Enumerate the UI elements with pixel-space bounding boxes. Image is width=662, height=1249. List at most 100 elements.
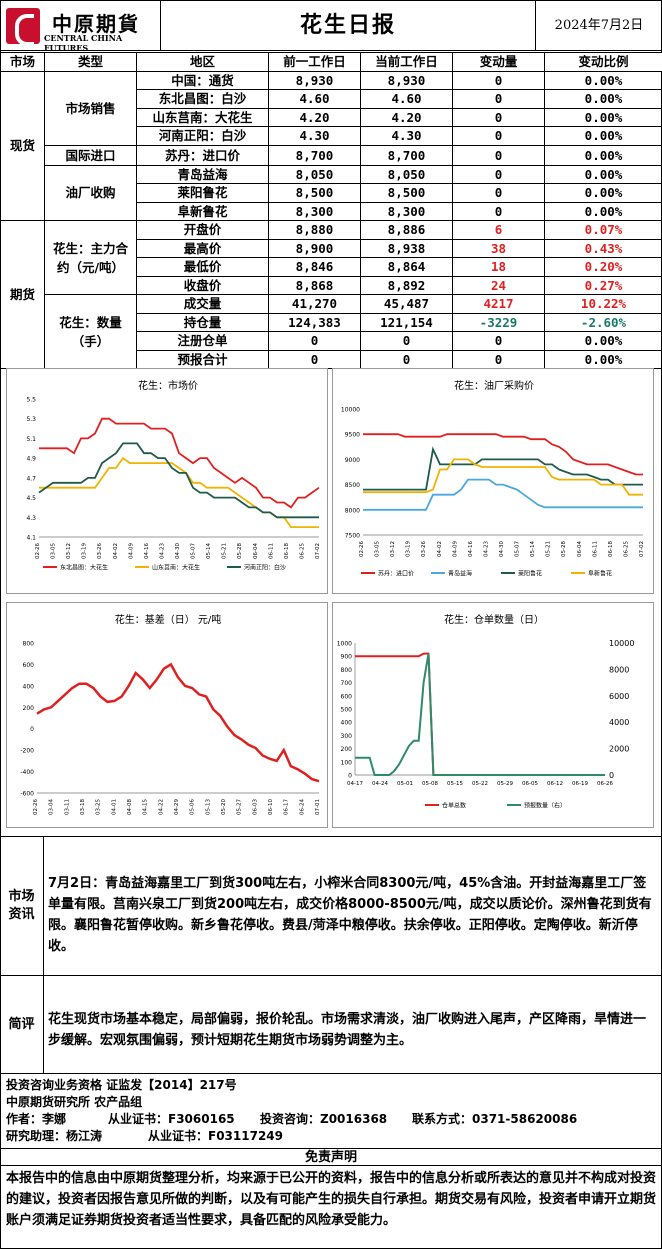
- cell-region: 阜新鲁花: [136, 201, 269, 221]
- x-tick-label: 03-26: [421, 541, 427, 557]
- disclaimer-title: 免责声明: [0, 1148, 662, 1166]
- cell-pct: 10.22%: [544, 294, 662, 314]
- cell-region: 苏丹：进口价: [136, 144, 269, 166]
- cell-chg: 24: [452, 275, 545, 295]
- legend-label: 山东莒南：大花生: [152, 564, 200, 572]
- type-cell: 国际进口: [44, 144, 137, 166]
- x-tick-label: 05-21: [222, 543, 228, 559]
- cell-cur: 8,886: [360, 220, 453, 240]
- comment-text: 花生现货市场基本稳定，局部偏弱，报价轮乱。市场需求清淡，油厂收购进入尾声，产区降…: [48, 1012, 647, 1048]
- x-tick-label: 03-04: [49, 799, 55, 815]
- disclaimer-text: 本报告中的信息由中原期货整理分析，均来源于已公开的资料，报告中的信息分析或所表达…: [6, 1171, 657, 1228]
- y-tick-label: 4.3: [26, 515, 36, 522]
- qualification-line: 投资咨询业务资格 证监发【2014】217号: [6, 1078, 237, 1092]
- cell-prev: 8,050: [268, 164, 361, 184]
- x-tick-label: 03-25: [96, 799, 102, 815]
- x-tick-label: 06-12: [547, 781, 563, 787]
- cell-cur: 8,892: [360, 275, 453, 295]
- y-tick-label: 5.3: [26, 416, 36, 423]
- cell-pct: 0.00%: [544, 201, 662, 221]
- y-tick-label: 600: [23, 662, 35, 669]
- cell-prev: 124,383: [268, 312, 361, 332]
- y-tick-label: 600: [341, 693, 353, 700]
- cell-cur: 8,300: [360, 201, 453, 221]
- cell-region: 青岛益海: [136, 164, 269, 184]
- table-row: 国际进口 苏丹：进口价 8,700 8,700 0 0.00%: [1, 144, 662, 166]
- cell-prev: 8,700: [268, 144, 361, 166]
- x-tick-label: 03-12: [66, 543, 72, 559]
- cell-region: 中国：通货: [136, 70, 269, 90]
- legend-label: 预报数量（右）: [524, 802, 566, 810]
- x-tick-label: 03-05: [51, 543, 57, 559]
- type-cell: 市场销售: [44, 70, 137, 146]
- cell-chg: 0: [452, 70, 545, 90]
- series-line: [363, 433, 643, 476]
- chart-title: 花生：油厂采购价: [454, 379, 534, 392]
- company-logo: 中原期貨 CENTRAL CHINA FUTURES: [6, 6, 161, 53]
- cell-prev: 0: [268, 349, 361, 369]
- market-cell: 现货: [0, 70, 45, 221]
- x-tick-label: 05-08: [422, 781, 438, 787]
- cell-prev: 4.60: [268, 89, 361, 109]
- warehouse-receipt-chart-svg: 花生：仓单数量（日） 0 100 200 300 400 500 600 700 800 900 10…: [337, 613, 635, 810]
- legend-label: 青岛益海: [448, 570, 472, 578]
- cell-cur: 45,487: [360, 294, 453, 314]
- x-tick-label: 03-12: [390, 541, 396, 557]
- table-row: 莱阳鲁花 8,500 8,500 0 0.00%: [1, 183, 662, 203]
- cell-chg: 0: [452, 89, 545, 109]
- y-tick-label: 5.1: [26, 436, 36, 443]
- x-tick-label: 04-29: [174, 799, 180, 815]
- table-row: 花生：数量（手） 成交量 41,270 45,487 4217 10.22%: [1, 294, 662, 369]
- logo-en-text: CENTRAL CHINA FUTURES: [44, 33, 123, 53]
- y2-tick-label: 0: [609, 771, 614, 780]
- x-tick-label: 05-28: [237, 543, 243, 559]
- cell-pct: 0.00%: [544, 331, 662, 351]
- series-line: [363, 478, 643, 511]
- x-tick-label: 06-24: [299, 799, 305, 815]
- col-header: 市场: [0, 52, 45, 72]
- x-tick-label: 05-29: [497, 781, 513, 787]
- cell-chg: 4217: [452, 294, 545, 314]
- x-tick-label: 06-26: [597, 781, 613, 787]
- x-tick-label: 05-27: [237, 799, 243, 815]
- y-tick-label: 200: [23, 705, 35, 712]
- comment-section: 简评 花生现货市场基本稳定，局部偏弱，报价轮乱。市场需求清淡，油厂收购进入尾声，…: [0, 976, 662, 1074]
- institute-line: 中原期货研究所 农产品组: [6, 1095, 143, 1109]
- cell-prev: 8,900: [268, 238, 361, 258]
- y-tick-label: -400: [20, 769, 34, 776]
- cell-region: 预报合计: [136, 349, 269, 369]
- series-line: [39, 417, 320, 509]
- y-tick-label: 4.7: [26, 475, 36, 482]
- cell-pct: 0.00%: [544, 70, 662, 90]
- legend-label: 东北昌图：大花生: [60, 564, 108, 572]
- y-tick-label: 400: [23, 683, 35, 690]
- author-cert: 从业证书：F3060165: [108, 1112, 235, 1126]
- market-price-chart-svg: 花生：市场价 4.1 4.3 4.5 4.7 4.9 5.1 5.3 5.5 02-26 03-05…: [26, 379, 321, 572]
- cell-pct: 0.00%: [544, 107, 662, 127]
- x-tick-label: 04-15: [143, 799, 149, 815]
- x-tick-label: 02-26: [35, 543, 41, 559]
- series-line: [38, 442, 319, 519]
- cell-prev: 4.20: [268, 107, 361, 127]
- oil-mill-price-chart: 花生：油厂采购价 7500 8000 8500 9000 9500 10000 02-26 03…: [332, 368, 654, 594]
- col-header: 变动比例: [544, 52, 662, 72]
- y-tick-label: 9000: [345, 457, 360, 464]
- oil-mill-price-chart-svg: 花生：油厂采购价 7500 8000 8500 9000 9500 10000 02-26 03…: [341, 379, 645, 578]
- x-tick-label: 06-25: [623, 541, 629, 557]
- cell-region: 开盘价: [136, 220, 269, 240]
- cell-prev: 8,930: [268, 70, 361, 90]
- cell-chg: 6: [452, 220, 545, 240]
- x-tick-label: 04-22: [158, 799, 164, 815]
- logo-cn-text: 中原期貨: [52, 12, 140, 36]
- y-tick-label: 7500: [345, 533, 360, 540]
- cell-prev: 41,270: [268, 294, 361, 314]
- report-title: 花生日报: [160, 0, 536, 51]
- cell-prev: 8,880: [268, 220, 361, 240]
- cell-prev: 4.30: [268, 126, 361, 146]
- col-header: 当前工作日: [360, 52, 453, 72]
- y-tick-label: 900: [341, 654, 353, 661]
- table-row: 河南正阳：白沙 4.30 4.30 0 0.00%: [1, 126, 662, 146]
- cell-region: 山东莒南：大花生: [136, 107, 269, 127]
- y-tick-label: 700: [341, 680, 353, 687]
- cell-region: 收盘价: [136, 275, 269, 295]
